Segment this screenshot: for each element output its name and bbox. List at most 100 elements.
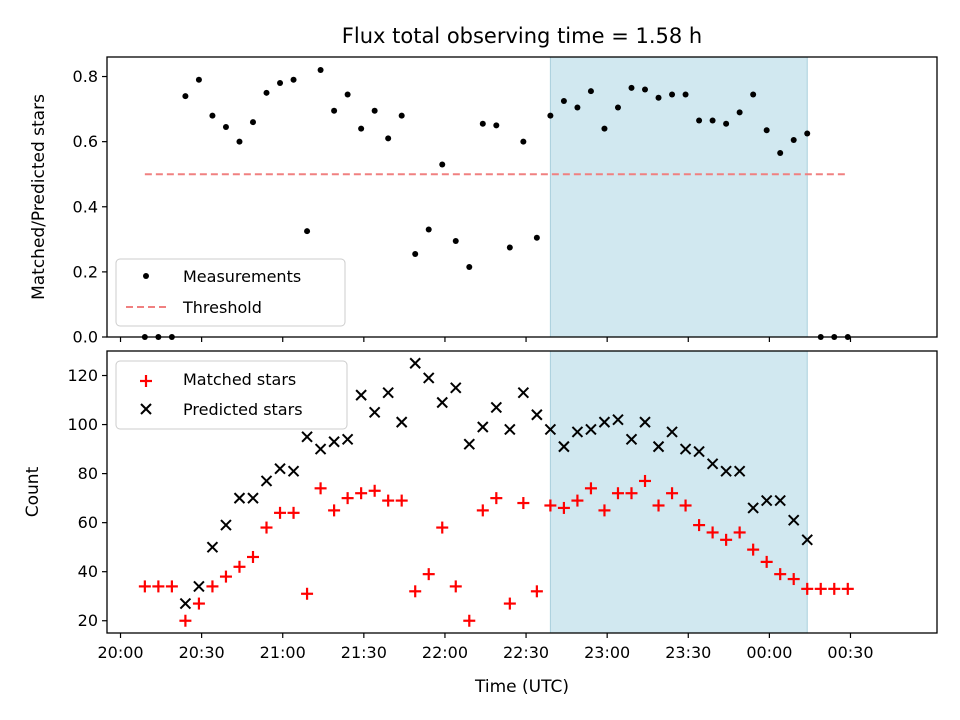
- predicted-stars-point: [571, 426, 584, 438]
- matched-stars-point: [733, 526, 746, 539]
- measurement-point: [385, 135, 392, 142]
- predicted-stars-point: [788, 514, 800, 526]
- measurement-point: [655, 94, 662, 101]
- measurement-point: [601, 125, 608, 132]
- matched-stars-point: [598, 504, 611, 517]
- top-shaded-region: [549, 56, 808, 338]
- measurement-point: [222, 124, 229, 130]
- predicted-stars-point: [720, 465, 732, 477]
- x-tick-label: 20:30: [179, 643, 225, 662]
- measurement-point: [628, 84, 635, 91]
- measurement-point: [642, 86, 649, 93]
- measurement-point: [317, 67, 324, 74]
- matched-stars-point: [801, 582, 814, 595]
- bottom-marks: [138, 357, 854, 627]
- legend-label-predicted-stars: Predicted stars: [183, 400, 303, 419]
- chart-title: Flux total observing time = 1.58 h: [342, 24, 702, 48]
- predicted-stars-point: [436, 396, 448, 409]
- measurement-point: [777, 150, 784, 157]
- measurement-point: [439, 161, 446, 168]
- matched-stars-point: [639, 474, 652, 487]
- measurement-point: [682, 91, 689, 98]
- x-tick-label: 00:00: [746, 643, 792, 662]
- predicted-stars-point: [423, 372, 435, 384]
- matched-stars-point: [693, 519, 706, 532]
- matched-stars-point: [611, 487, 624, 500]
- predicted-stars-point: [558, 440, 570, 453]
- predicted-stars-point: [774, 494, 786, 507]
- measurement-point: [696, 117, 703, 124]
- measurement-point: [452, 237, 459, 244]
- measurement-point: [669, 91, 676, 98]
- measurement-point: [506, 244, 513, 251]
- top-panel: 0.00.20.40.60.8 Matched/Predicted stars …: [29, 56, 938, 347]
- bottom-plot-frame: [106, 350, 938, 634]
- legend-label-threshold: Threshold: [182, 298, 262, 317]
- measurement-point: [304, 228, 311, 235]
- x-tick-label: 23:00: [584, 643, 630, 662]
- matched-stars-point: [328, 504, 341, 517]
- x-tick-label: 21:30: [341, 643, 387, 662]
- matched-stars-point: [192, 597, 205, 610]
- y-tick-label: 20: [78, 611, 98, 630]
- bottom-x-ticks: 20:00 20:30 21:00 21:30 22:00 22:30 23:00 23:30…: [97, 633, 874, 662]
- y-tick-label: 0.2: [73, 262, 98, 281]
- matched-stars-point: [774, 568, 787, 581]
- x-tick-label: 20:00: [97, 643, 143, 662]
- legend-label-measurements: Measurements: [183, 267, 301, 286]
- measurement-point: [277, 80, 284, 87]
- measurement-point: [520, 138, 527, 145]
- top-x-ticks: [119, 337, 852, 342]
- predicted-stars-point: [220, 519, 232, 531]
- measurement-point: [371, 107, 378, 114]
- measurement-point: [574, 104, 581, 111]
- matched-stars-point: [760, 555, 773, 568]
- predicted-stars-point: [666, 426, 678, 438]
- y-tick-label: 120: [67, 366, 98, 385]
- measurement-point: [614, 104, 621, 111]
- matched-stars-point: [179, 614, 192, 627]
- x-axis-label: Time (UTC): [474, 677, 569, 697]
- predicted-stars-point: [733, 465, 746, 477]
- measurement-point: [587, 88, 594, 95]
- matched-stars-point: [720, 533, 733, 546]
- legend-marker-predicted-stars: [140, 403, 152, 415]
- y-tick-label: 60: [78, 513, 98, 532]
- matched-stars-point: [233, 560, 246, 573]
- measurement-point: [709, 117, 716, 124]
- matched-stars-point: [544, 499, 557, 512]
- measurement-point: [790, 137, 797, 144]
- matched-stars-point: [449, 580, 462, 593]
- predicted-stars-point: [206, 541, 219, 553]
- matched-stars-point: [706, 526, 719, 539]
- predicted-stars-point: [585, 423, 597, 436]
- matched-stars-point: [287, 506, 300, 519]
- x-tick-label: 00:30: [827, 643, 873, 662]
- y-tick-label: 80: [78, 464, 98, 483]
- measurement-point: [763, 127, 770, 134]
- predicted-stars-point: [233, 492, 246, 504]
- predicted-stars-point: [517, 386, 530, 399]
- predicted-stars-point: [355, 389, 367, 401]
- matched-stars-point: [246, 550, 259, 563]
- measurement-point: [331, 107, 338, 114]
- bottom-y-axis-label: Count: [23, 466, 43, 517]
- predicted-stars-point: [801, 534, 813, 546]
- matched-stars-point: [355, 487, 368, 500]
- measurement-point: [195, 76, 202, 83]
- matched-stars-point: [274, 506, 287, 519]
- predicted-stars-point: [193, 580, 205, 593]
- measurement-point: [182, 93, 189, 100]
- matched-stars-point: [787, 573, 800, 586]
- y-tick-label: 0.0: [73, 328, 98, 347]
- measurement-point: [412, 250, 419, 257]
- predicted-stars-point: [652, 440, 665, 453]
- y-tick-label: 0.4: [73, 197, 98, 216]
- matched-stars-point: [314, 482, 327, 495]
- matched-stars-point: [828, 582, 841, 595]
- predicted-stars-point: [450, 382, 462, 394]
- predicted-stars-point: [463, 438, 475, 450]
- measurement-point: [425, 226, 432, 233]
- matched-stars-point: [219, 570, 232, 583]
- bottom-legend: Matched stars Predicted stars: [115, 360, 348, 430]
